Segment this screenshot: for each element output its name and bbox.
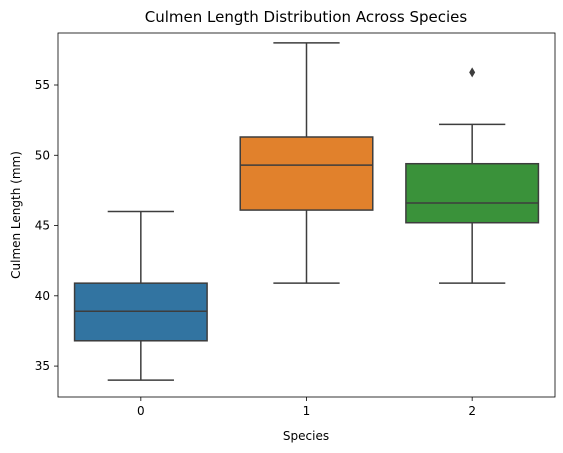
outlier-point-2-0 xyxy=(469,67,475,77)
x-tick-label-2: 2 xyxy=(468,404,476,418)
y-axis-label: Culmen Length (mm) xyxy=(9,151,23,279)
y-tick-label-40: 40 xyxy=(35,289,50,303)
y-tick-label-35: 35 xyxy=(35,359,50,373)
y-tick-label-50: 50 xyxy=(35,148,50,162)
box-group-0 xyxy=(75,211,208,380)
x-tick-label-1: 1 xyxy=(303,404,311,418)
box-2 xyxy=(406,164,539,223)
y-tick-label-55: 55 xyxy=(35,78,50,92)
plot-area xyxy=(75,43,539,380)
y-tick-label-45: 45 xyxy=(35,219,50,233)
y-axis: 35 40 45 50 55 xyxy=(35,78,58,373)
x-axis: 0 1 2 xyxy=(137,397,476,418)
x-axis-label: Species xyxy=(283,429,329,443)
chart-title: Culmen Length Distribution Across Specie… xyxy=(145,8,468,26)
box-1 xyxy=(240,137,373,210)
box-group-1 xyxy=(240,43,373,283)
x-tick-label-0: 0 xyxy=(137,404,145,418)
box-group-2 xyxy=(406,67,539,283)
